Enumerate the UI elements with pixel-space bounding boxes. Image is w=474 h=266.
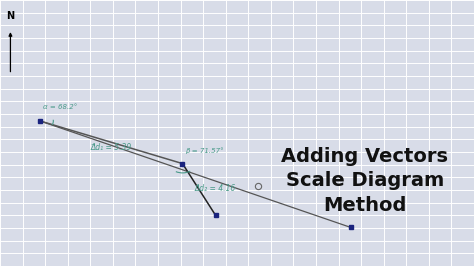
Text: β = 71.57°: β = 71.57°: [185, 148, 223, 154]
Text: Δ⃗d₂ = 4.16: Δ⃗d₂ = 4.16: [194, 184, 236, 193]
Text: α = 68.2°: α = 68.2°: [43, 104, 77, 110]
Text: N: N: [6, 11, 15, 21]
Text: Adding Vectors
Scale Diagram
Method: Adding Vectors Scale Diagram Method: [282, 147, 448, 215]
Text: Δ⃗d₁ = 5.39: Δ⃗d₁ = 5.39: [90, 143, 131, 152]
